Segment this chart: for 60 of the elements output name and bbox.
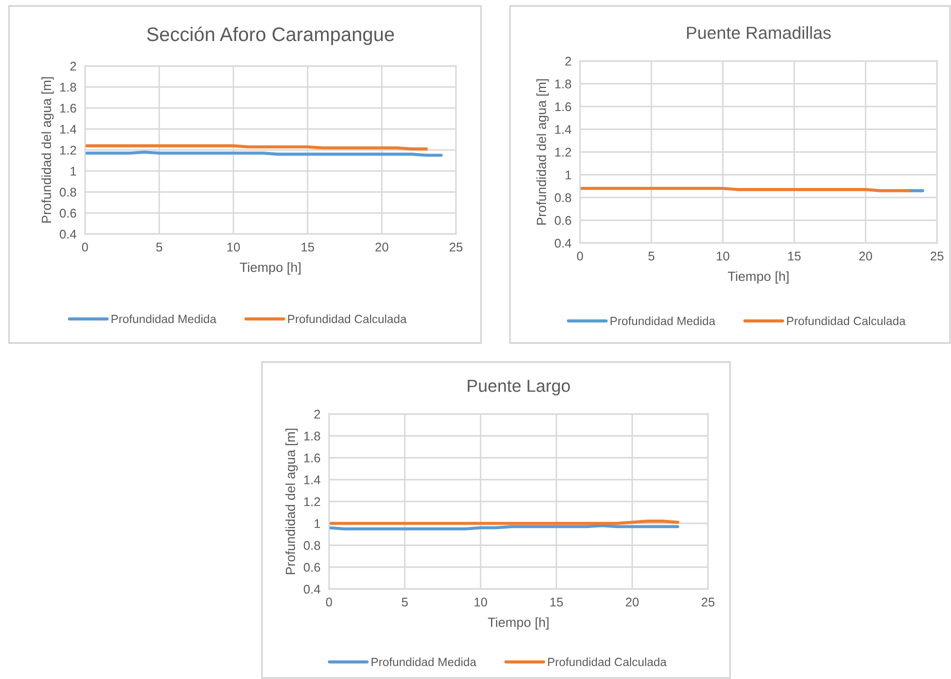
- x-tick-label: 0: [577, 252, 583, 261]
- legend-label: Profundidad Calculada: [787, 316, 906, 326]
- y-tick-label: 0.8: [554, 193, 572, 202]
- y-tick-label: 0.8: [304, 541, 320, 550]
- x-axis-title: Tiempo [h]: [488, 617, 548, 630]
- x-tick-label: 10: [716, 252, 730, 261]
- x-tick-label: 15: [302, 242, 314, 252]
- x-tick-label: 5: [402, 598, 408, 607]
- y-tick-label: 1.8: [555, 80, 572, 88]
- y-tick-label: 1.2: [60, 146, 76, 155]
- y-tick-label: 1.8: [60, 82, 76, 92]
- legend-label: Profundidad Calculada: [288, 314, 407, 324]
- x-tick-label: 25: [450, 242, 462, 252]
- y-tick-label: 1.8: [304, 432, 320, 441]
- y-tick-label: 1.2: [304, 497, 320, 506]
- y-tick-label: 0.4: [554, 238, 572, 248]
- y-tick-label: 0.6: [304, 562, 320, 572]
- x-tick-label: 15: [788, 252, 801, 261]
- x-tick-label: 5: [648, 252, 654, 261]
- y-tick-label: 1.6: [555, 102, 572, 112]
- y-tick-label: 1: [70, 166, 76, 176]
- y-tick-label: 1.4: [60, 124, 76, 134]
- x-axis-title: Tiempo [h]: [240, 262, 300, 275]
- legend-label: Profundidad Medida: [372, 657, 476, 666]
- legend-label: Profundidad Calculada: [548, 657, 667, 666]
- y-tick-label: 1.6: [304, 454, 320, 462]
- x-tick-label: 25: [930, 252, 944, 261]
- y-tick-label: 2: [70, 62, 76, 71]
- y-tick-label: 1: [566, 170, 572, 180]
- y-tick-label: 2: [314, 410, 320, 419]
- chart-title: Puente Ramadillas: [687, 26, 831, 39]
- x-tick-label: 20: [626, 598, 639, 607]
- legend-label: Profundidad Medida: [112, 314, 216, 324]
- y-tick-label: 1.4: [304, 476, 320, 484]
- y-tick-label: 0.6: [60, 208, 76, 218]
- x-tick-label: 25: [702, 598, 714, 607]
- y-axis-title: Profundidad del agua [m]: [285, 428, 298, 574]
- x-tick-label: 20: [859, 252, 872, 261]
- y-tick-label: 0.8: [60, 188, 76, 197]
- legend-label: Profundidad Medida: [610, 316, 716, 326]
- y-tick-label: 1.6: [60, 104, 76, 113]
- x-tick-label: 10: [227, 242, 240, 252]
- x-tick-label: 0: [82, 242, 88, 252]
- y-tick-label: 1.4: [555, 125, 572, 134]
- y-tick-label: 0.4: [304, 584, 320, 594]
- chart-title: Sección Aforo Carampangue: [147, 26, 394, 46]
- y-tick-label: 1.2: [555, 148, 572, 157]
- x-tick-label: 5: [156, 242, 162, 252]
- x-tick-label: 20: [375, 242, 388, 252]
- x-axis-title: Tiempo [h]: [728, 271, 788, 284]
- x-tick-label: 0: [326, 598, 332, 607]
- x-tick-label: 10: [474, 598, 488, 607]
- y-tick-label: 2: [565, 56, 572, 66]
- x-tick-label: 15: [550, 598, 563, 607]
- y-tick-label: 0.6: [554, 216, 572, 225]
- y-tick-label: 1: [314, 519, 320, 528]
- y-tick-label: 0.4: [60, 230, 76, 239]
- y-axis-title: Profundidad del agua [m]: [536, 79, 549, 225]
- chart-title: Puente Largo: [468, 380, 570, 396]
- y-axis-title: Profundidad del agua [m]: [41, 77, 54, 223]
